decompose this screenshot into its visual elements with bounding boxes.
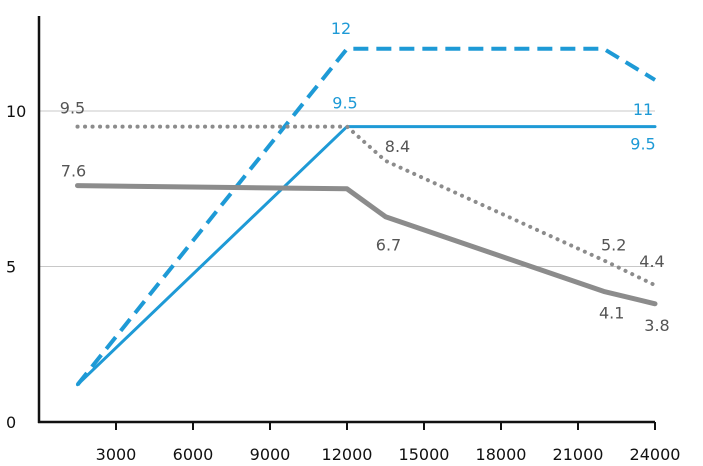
data-label: 3.8 [644, 316, 669, 335]
series-layer [75, 46, 658, 387]
x-tick-label-15000: 15000 [399, 445, 450, 464]
data-label: 6.7 [376, 236, 401, 255]
data-label: 12 [331, 19, 351, 38]
data-label: 9.5 [630, 135, 655, 154]
data-label: 8.4 [385, 137, 410, 156]
x-tick-label-21000: 21000 [553, 445, 604, 464]
data-label: 4.1 [599, 303, 624, 322]
axis-layer: 3000 6000 9000 12000 15000 18000 21000 24000 0 5 1… [6, 16, 680, 464]
data-label: 7.6 [61, 162, 86, 181]
data-label: 9.5 [332, 94, 357, 113]
y-tick-label-5: 5 [6, 258, 16, 277]
data-label: 9.5 [60, 99, 85, 118]
x-tick-label-6000: 6000 [173, 445, 214, 464]
y-tick-label-10: 10 [6, 102, 26, 121]
grid-layer [39, 110, 655, 267]
data-label: 5.2 [601, 235, 626, 254]
series-line-dotted-grey [75, 124, 657, 288]
x-tick-label-18000: 18000 [476, 445, 527, 464]
series-line-solid-grey [75, 183, 658, 307]
x-tick-label-9000: 9000 [250, 445, 291, 464]
x-tick-label-24000: 24000 [630, 445, 681, 464]
x-tick-label-12000: 12000 [322, 445, 373, 464]
data-label-layer: 12 11 9.5 9.5 9.5 8.4 5.2 4.4 7.6 6.7 4.1 3.8 [60, 19, 670, 335]
y-tick-label-0: 0 [6, 413, 16, 432]
x-tick-label-3000: 3000 [96, 445, 137, 464]
data-label: 11 [633, 100, 653, 119]
data-label: 4.4 [639, 252, 664, 271]
series-line-solid-blue [76, 125, 657, 387]
series-line-dashed-blue [75, 46, 657, 386]
